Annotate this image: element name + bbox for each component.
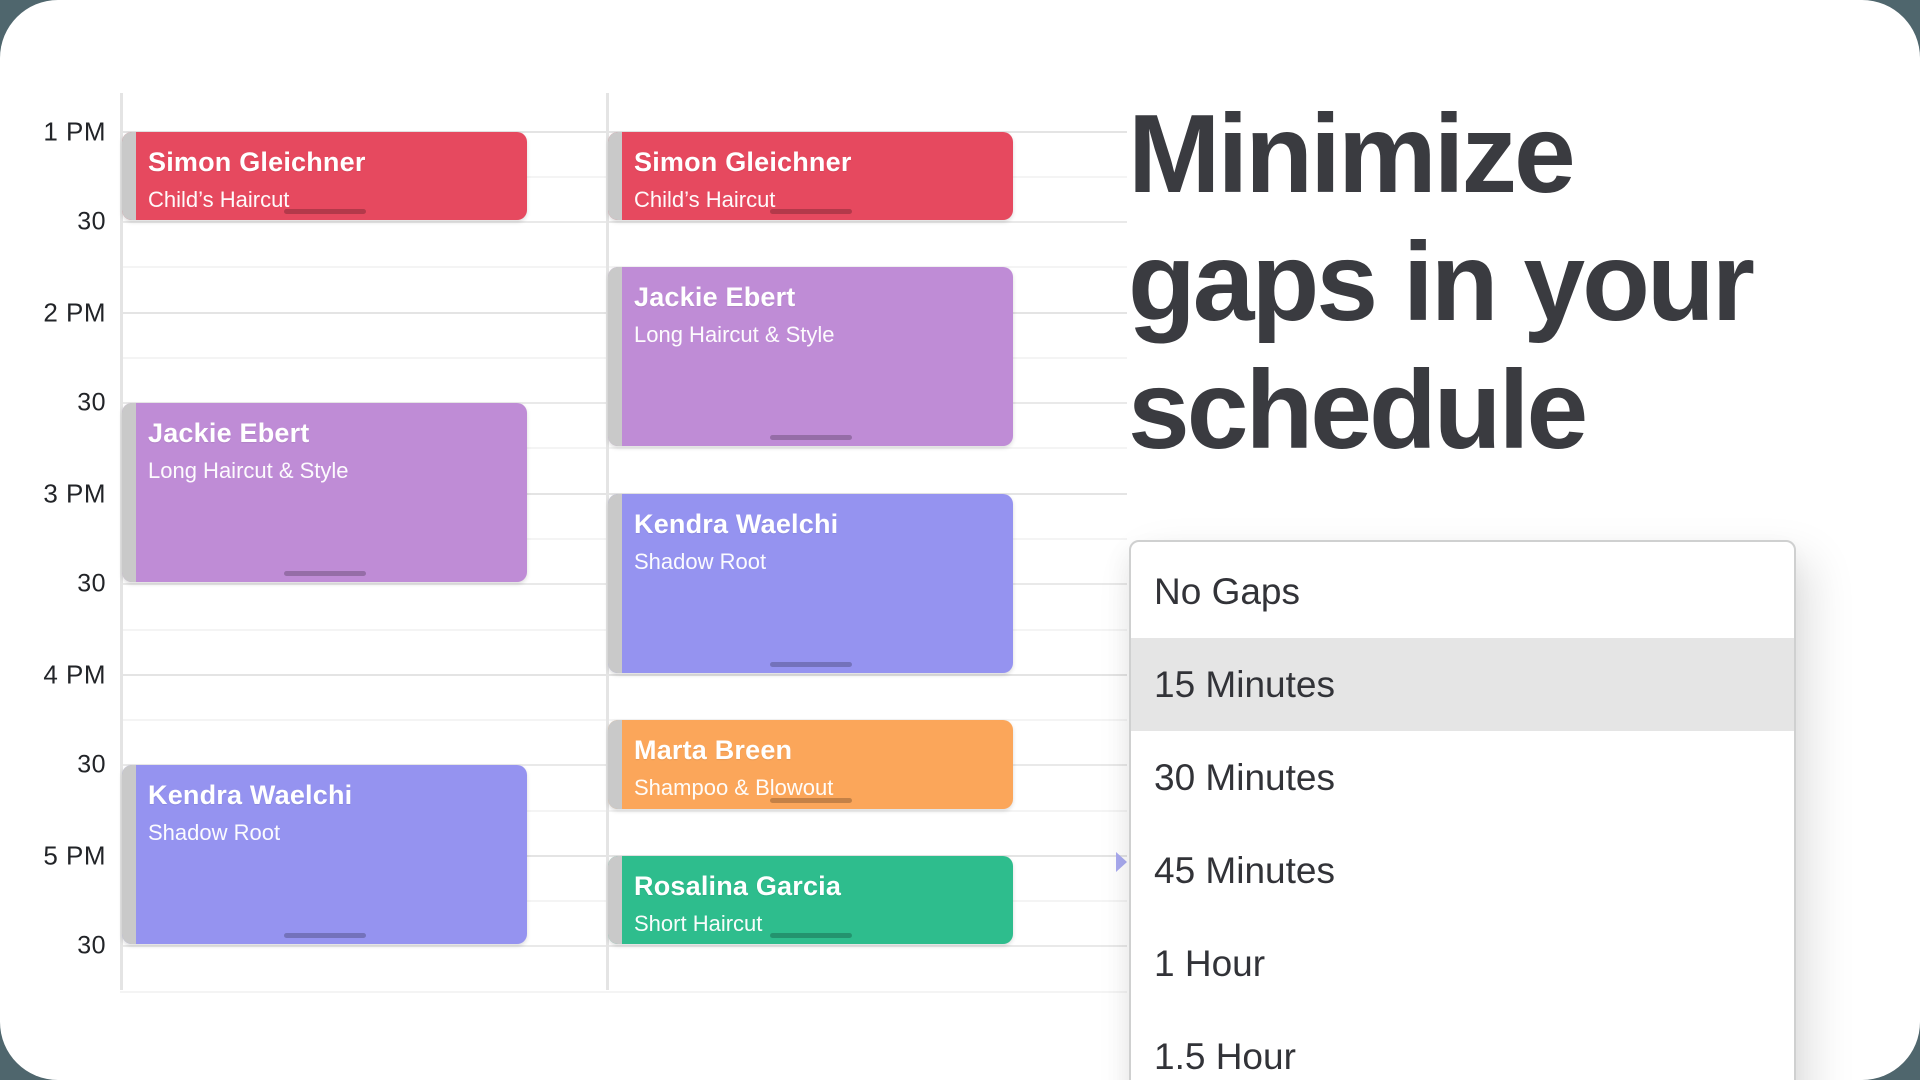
- resize-handle[interactable]: [283, 571, 366, 577]
- appointment-text: Kendra Waelchi Shadow Root: [148, 780, 513, 846]
- service-name: Shampoo & Blowout: [634, 775, 834, 801]
- drag-handle[interactable]: [608, 855, 622, 945]
- appointment-text: Simon Gleichner Child’s Haircut: [634, 147, 999, 213]
- appointment-text: Jackie Ebert Long Haircut & Style: [148, 418, 513, 484]
- time-label: 5 PM: [43, 840, 106, 871]
- grid-line: [120, 673, 1127, 676]
- service-name: Long Haircut & Style: [634, 322, 835, 348]
- gap-option-no-gaps[interactable]: No Gaps: [1154, 570, 1301, 612]
- client-name: Marta Breen: [634, 735, 793, 766]
- resize-handle[interactable]: [283, 209, 366, 215]
- appointment-text: Jackie Ebert Long Haircut & Style: [634, 282, 999, 348]
- appointment-simon-gleichner[interactable]: Simon Gleichner Child’s Haircut: [608, 131, 1013, 221]
- page-title-line: Minimize: [1128, 92, 1576, 216]
- appointment-simon-gleichner[interactable]: Simon Gleichner Child’s Haircut: [122, 131, 527, 221]
- time-label: 30: [77, 569, 106, 598]
- appointment-text: Marta Breen Shampoo & Blowout: [634, 735, 999, 801]
- service-name: Short Haircut: [634, 910, 763, 936]
- resize-handle[interactable]: [769, 209, 852, 215]
- client-name: Kendra Waelchi: [148, 780, 353, 811]
- appointment-jackie-ebert[interactable]: Jackie Ebert Long Haircut & Style: [122, 403, 527, 583]
- client-name: Simon Gleichner: [148, 146, 366, 177]
- appointment-kendra-waelchi[interactable]: Kendra Waelchi Shadow Root: [608, 493, 1013, 673]
- grid-line: [120, 447, 1127, 450]
- grid-line: [120, 221, 1127, 224]
- page-title: Minimize gaps in your schedule: [1128, 90, 1755, 474]
- time-label: 4 PM: [43, 659, 106, 690]
- time-label: 30: [77, 750, 106, 779]
- appointment-text: Kendra Waelchi Shadow Root: [634, 509, 999, 575]
- time-label: 2 PM: [43, 297, 106, 328]
- drag-handle[interactable]: [122, 765, 136, 945]
- service-name: Long Haircut & Style: [148, 458, 349, 484]
- appointment-text: Simon Gleichner Child’s Haircut: [148, 147, 513, 213]
- resize-handle[interactable]: [769, 435, 852, 441]
- time-label: 30: [77, 207, 106, 236]
- gap-option-15-minutes[interactable]: 15 Minutes: [1131, 638, 1794, 731]
- grid-line: [120, 809, 1127, 812]
- drag-handle[interactable]: [122, 403, 136, 583]
- resize-handle[interactable]: [769, 933, 852, 939]
- page-title-line: schedule: [1128, 348, 1588, 472]
- time-label: 30: [77, 388, 106, 417]
- dropdown-pointer-icon: [1116, 852, 1127, 872]
- drag-handle[interactable]: [608, 493, 622, 673]
- client-name: Simon Gleichner: [634, 146, 852, 177]
- gap-option-30-minutes[interactable]: 30 Minutes: [1154, 756, 1335, 798]
- appointment-text: Rosalina Garcia Short Haircut: [634, 871, 999, 937]
- client-name: Kendra Waelchi: [634, 508, 839, 539]
- page-title-line: gaps in your: [1128, 220, 1755, 344]
- column-border-line: [120, 93, 123, 990]
- drag-handle[interactable]: [608, 720, 622, 809]
- time-label: 30: [77, 931, 106, 960]
- drag-handle[interactable]: [608, 267, 622, 447]
- time-label: 1 PM: [43, 116, 106, 146]
- client-name: Jackie Ebert: [148, 418, 310, 449]
- resize-handle[interactable]: [283, 933, 366, 939]
- appointment-rosalina-garcia[interactable]: Rosalina Garcia Short Haircut: [608, 855, 1013, 945]
- drag-handle[interactable]: [608, 131, 622, 221]
- appointment-kendra-waelchi[interactable]: Kendra Waelchi Shadow Root: [122, 765, 527, 945]
- column-border-line: [606, 93, 609, 990]
- grid-line: [120, 990, 1127, 993]
- grid-line: [120, 945, 1127, 948]
- appointment-marta-breen[interactable]: Marta Breen Shampoo & Blowout: [608, 720, 1013, 809]
- drag-handle[interactable]: [122, 131, 136, 221]
- appointment-jackie-ebert[interactable]: Jackie Ebert Long Haircut & Style: [608, 267, 1013, 447]
- service-name: Shadow Root: [634, 548, 767, 574]
- gap-option-45-minutes[interactable]: 45 Minutes: [1154, 849, 1335, 891]
- client-name: Jackie Ebert: [634, 282, 796, 313]
- gap-option-1-hour[interactable]: 1 Hour: [1154, 942, 1266, 984]
- service-name: Child’s Haircut: [148, 186, 290, 212]
- service-name: Child’s Haircut: [634, 186, 776, 212]
- resize-handle[interactable]: [769, 661, 852, 667]
- time-label: 3 PM: [43, 478, 106, 509]
- service-name: Shadow Root: [148, 820, 281, 846]
- gap-option-1-5-hour[interactable]: 1.5 Hour: [1154, 1035, 1296, 1077]
- gap-dropdown-menu: No Gaps 15 Minutes 30 Minutes 45 Minutes 1 H…: [1129, 540, 1796, 1080]
- client-name: Rosalina Garcia: [634, 870, 842, 901]
- resize-handle[interactable]: [769, 797, 852, 803]
